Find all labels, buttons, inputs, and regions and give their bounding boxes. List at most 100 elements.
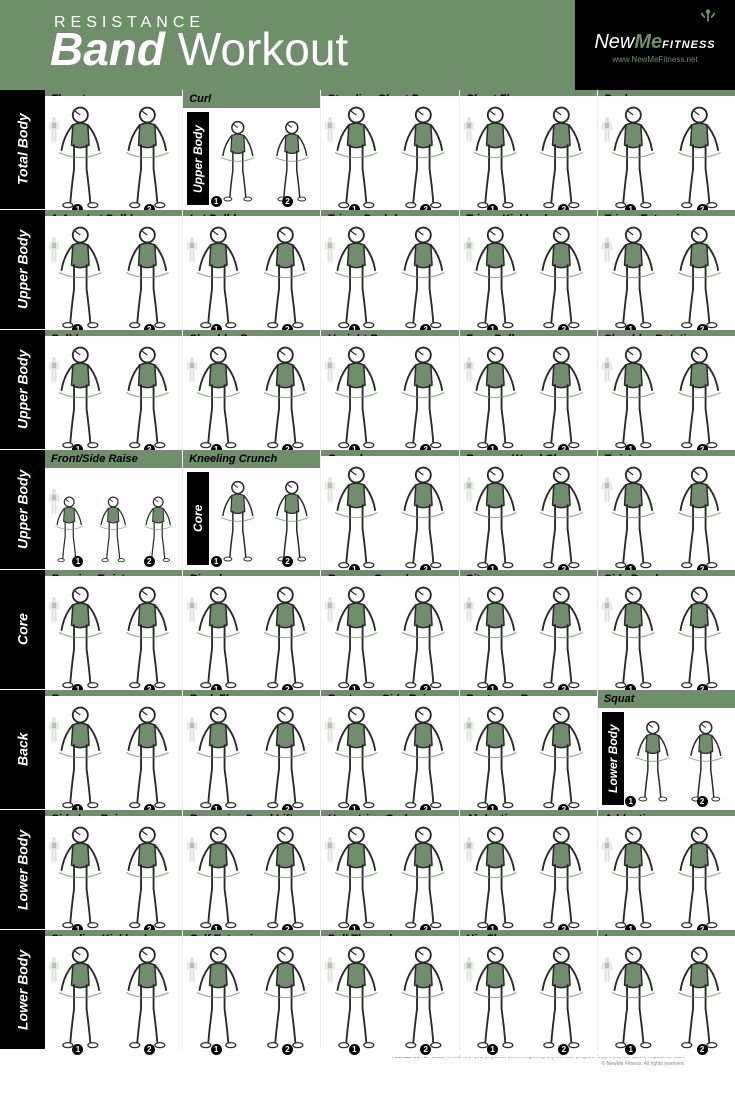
figure-pose bbox=[254, 220, 317, 333]
figure-pose bbox=[267, 472, 317, 565]
figure-pose bbox=[187, 940, 250, 1053]
step-number: 2 bbox=[420, 1044, 431, 1055]
figure-pose bbox=[681, 712, 731, 805]
logo-text: NewMeFITNESS bbox=[591, 31, 719, 54]
figure-pose bbox=[464, 220, 527, 333]
figure-pose bbox=[254, 820, 317, 933]
figure-pose bbox=[116, 820, 179, 933]
exercise-illustration: 12 bbox=[460, 96, 597, 217]
exercise-cell: Pulldown 12 bbox=[45, 330, 182, 449]
figure-pose bbox=[668, 820, 731, 933]
figure-pose bbox=[392, 820, 455, 933]
exercise-cell: Bent-over Row 12 bbox=[459, 690, 597, 809]
exercise-illustration: 12 bbox=[460, 936, 597, 1057]
figure-pose bbox=[464, 820, 527, 933]
exercise-cell: Russian Twist 12 bbox=[45, 570, 182, 689]
figure-pose bbox=[325, 100, 388, 213]
exercise-cell: Tricep Pushdown 12 bbox=[320, 210, 458, 329]
step-number: 2 bbox=[697, 1044, 708, 1055]
exercise-illustration: Lower Body 12 bbox=[598, 708, 735, 809]
figure-pose bbox=[49, 580, 112, 693]
row-cells: Front/Side Raise bbox=[45, 450, 735, 569]
figure-pose bbox=[267, 112, 317, 205]
exercise-row: Lower BodyStanding Kickback 12Calf Exten… bbox=[0, 930, 735, 1050]
title-light: Workout bbox=[178, 23, 348, 75]
exercise-illustration: 12 bbox=[183, 336, 320, 457]
exercise-illustration: 12 bbox=[321, 936, 458, 1057]
step-number: 1 bbox=[211, 556, 222, 567]
figure-pose bbox=[464, 460, 527, 573]
figure-pose bbox=[187, 820, 250, 933]
figure-pose bbox=[254, 700, 317, 813]
figure-pose bbox=[530, 220, 593, 333]
figure-pose bbox=[93, 472, 133, 565]
row-category-label: Upper Body bbox=[0, 450, 45, 569]
row-category-label: Total Body bbox=[0, 90, 45, 209]
figure-pose bbox=[668, 580, 731, 693]
exercise-cell: Bicycle 12 bbox=[182, 570, 320, 689]
row-cells: Side Leg Raise 12Romanian Dead Lift bbox=[45, 810, 735, 929]
step-number: 2 bbox=[144, 556, 155, 567]
figure-pose bbox=[49, 100, 112, 213]
exercise-row: BackRow 12Back Fly bbox=[0, 690, 735, 810]
figure-pose bbox=[602, 100, 665, 213]
figure-pose bbox=[602, 460, 665, 573]
figure-pose bbox=[325, 700, 388, 813]
exercise-illustration: 12 bbox=[598, 576, 735, 697]
exercise-cell: Push-up 12 bbox=[597, 90, 735, 209]
exercise-cell: Hip Flexer 12 bbox=[459, 930, 597, 1049]
exercise-cell: Shoulder Rotation 12 bbox=[597, 330, 735, 449]
figure-pose bbox=[392, 220, 455, 333]
exercise-illustration: Upper Body 12 bbox=[183, 108, 320, 209]
logo-me: Me bbox=[634, 31, 662, 53]
exercise-cell: Shoulder Press 12 bbox=[182, 330, 320, 449]
main-title: Band Workout bbox=[50, 26, 575, 72]
figure-pose bbox=[464, 580, 527, 693]
figure-pose bbox=[464, 340, 527, 453]
figure-pose bbox=[392, 580, 455, 693]
exercise-illustration: 12 bbox=[45, 936, 182, 1057]
figure-pose bbox=[464, 940, 527, 1053]
figure-pose bbox=[187, 340, 250, 453]
figure-pose bbox=[602, 220, 665, 333]
figure-pose bbox=[602, 580, 665, 693]
exercise-illustration: 12 bbox=[183, 576, 320, 697]
figure-pose bbox=[49, 820, 112, 933]
exercise-illustration: 12 bbox=[598, 216, 735, 337]
row-category-label: Upper Body bbox=[0, 330, 45, 449]
step-number: 2 bbox=[697, 796, 708, 807]
step-number: 1 bbox=[625, 1044, 636, 1055]
figure-pose bbox=[668, 100, 731, 213]
exercise-cell: 1-Arm Lat Pulldown 12 bbox=[45, 210, 182, 329]
exercise-cell: Lunge 12 bbox=[597, 930, 735, 1049]
step-number: 2 bbox=[282, 1044, 293, 1055]
exercise-illustration: 12 bbox=[45, 336, 182, 457]
step-number: 1 bbox=[625, 796, 636, 807]
figure-pose bbox=[464, 100, 527, 213]
row-cells: Russian Twist 12Bicycle bbox=[45, 570, 735, 689]
exercise-cell: Reverse Crunch 12 bbox=[320, 570, 458, 689]
exercise-cell: Front/Side Raise bbox=[45, 450, 182, 569]
figure-pose bbox=[116, 100, 179, 213]
row-cells: Row 12Back Fly bbox=[45, 690, 735, 809]
exercise-illustration: 12 bbox=[598, 336, 735, 457]
exercise-name: Squat bbox=[598, 690, 735, 708]
figure-pose bbox=[187, 220, 250, 333]
exercise-illustration: 12 bbox=[321, 576, 458, 697]
logo-fit: FITNESS bbox=[662, 39, 715, 51]
exercise-illustration: 12 bbox=[183, 696, 320, 817]
figure-pose bbox=[325, 820, 388, 933]
exercise-cell: Side Leg Raise 12 bbox=[45, 810, 182, 929]
exercise-name: Kneeling Crunch bbox=[183, 450, 320, 468]
inline-category-tag: Upper Body bbox=[187, 112, 209, 205]
exercise-illustration: 12 bbox=[460, 816, 597, 937]
figure-pose bbox=[325, 940, 388, 1053]
figure-pose bbox=[530, 460, 593, 573]
figure-pose bbox=[392, 460, 455, 573]
figure-pose bbox=[602, 940, 665, 1053]
exercise-row: Upper BodyFront/Side Raise bbox=[0, 450, 735, 570]
figure-pose bbox=[668, 940, 731, 1053]
exercise-illustration: 12 bbox=[598, 96, 735, 217]
exercise-cell: Standing Chest Press 12 bbox=[320, 90, 458, 209]
title-block: RESISTANCE Band Workout bbox=[50, 14, 575, 72]
